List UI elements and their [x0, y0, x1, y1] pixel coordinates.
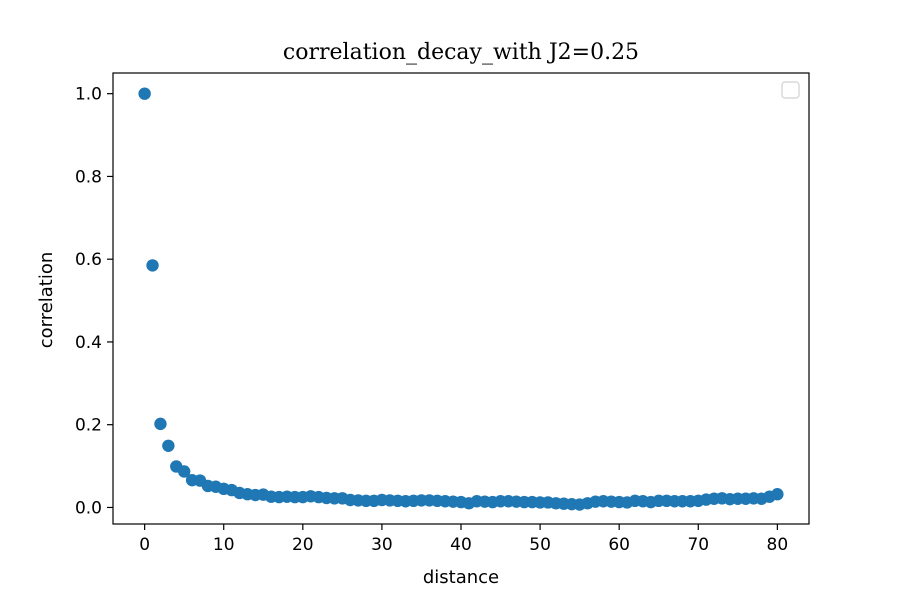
x-tick-label: 10 [213, 535, 235, 555]
data-point [138, 87, 151, 100]
plot-frame [112, 72, 810, 525]
y-tick-label: 0.6 [75, 250, 102, 270]
chart-title: correlation_decay_with J2=0.25 [283, 40, 639, 65]
y-tick-label: 0.4 [75, 333, 102, 353]
x-tick-label: 60 [608, 535, 630, 555]
x-tick-label: 70 [687, 535, 709, 555]
data-point [177, 465, 191, 478]
data-point [146, 259, 159, 272]
x-tick-label: 20 [292, 535, 314, 555]
x-axis-label: distance [423, 567, 499, 588]
data-point [162, 439, 175, 452]
x-tick-label: 80 [767, 535, 789, 555]
legend-box[interactable] [781, 81, 800, 99]
data-point [154, 417, 167, 431]
x-axis: 0 10 20 30 40 50 60 70 80 [139, 524, 788, 555]
x-tick-label: 40 [450, 535, 472, 555]
y-axis-label: correlation [36, 252, 57, 349]
x-tick-label: 0 [139, 535, 150, 555]
data-points [138, 87, 784, 511]
y-tick-label: 0.2 [75, 416, 102, 436]
data-point [771, 488, 784, 501]
x-tick-label: 50 [529, 535, 551, 555]
y-axis: 0.0 0.2 0.4 0.6 0.8 1.0 [75, 85, 113, 518]
x-tick-label: 30 [371, 535, 393, 555]
y-tick-label: 0.0 [75, 498, 102, 518]
y-tick-label: 1.0 [75, 85, 102, 105]
y-tick-label: 0.8 [75, 167, 102, 187]
